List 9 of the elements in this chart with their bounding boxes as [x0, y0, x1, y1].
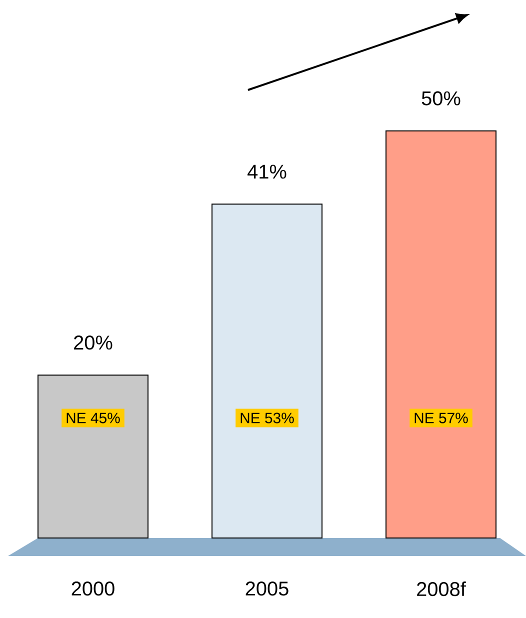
- data-label: 41%: [248, 164, 286, 179]
- annotation: NE 57%: [414, 412, 468, 424]
- x-tick-label: 2005: [246, 582, 288, 596]
- x-tick-label: 2008f: [417, 582, 466, 596]
- annotation: NE 53%: [240, 412, 294, 424]
- annotation: NE 45%: [66, 412, 120, 424]
- data-label: 20%: [74, 336, 112, 350]
- x-tick-label: 2000: [72, 582, 114, 596]
- data-label: 50%: [422, 91, 460, 106]
